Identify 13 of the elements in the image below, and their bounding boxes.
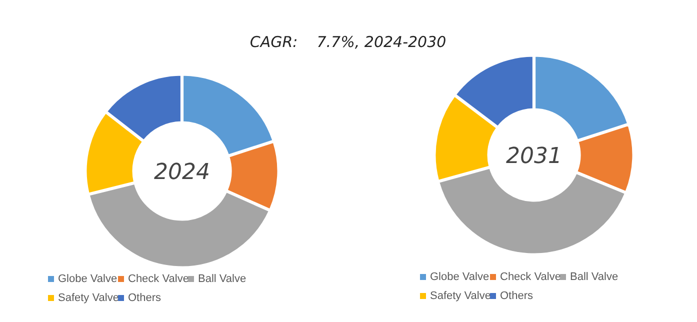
text: 2031 bbox=[506, 144, 562, 169]
legend-label: Ball Valve bbox=[198, 273, 246, 285]
legend-label: Check Valve bbox=[500, 271, 561, 283]
legend-label: Globe Valve bbox=[58, 273, 118, 285]
legend-label: Others bbox=[128, 292, 162, 304]
legend-label: Safety Valve bbox=[58, 292, 119, 304]
legend-label: Ball Valve bbox=[570, 271, 618, 283]
text: 2024 bbox=[154, 160, 210, 185]
legend-label: Safety Valve bbox=[430, 290, 491, 302]
legend-label: Others bbox=[500, 290, 534, 302]
text: CAGR: 7.7%, 2024-2030 bbox=[250, 33, 446, 51]
legend-label: Globe Valve bbox=[430, 271, 490, 283]
legend-label: Check Valve bbox=[128, 273, 189, 285]
